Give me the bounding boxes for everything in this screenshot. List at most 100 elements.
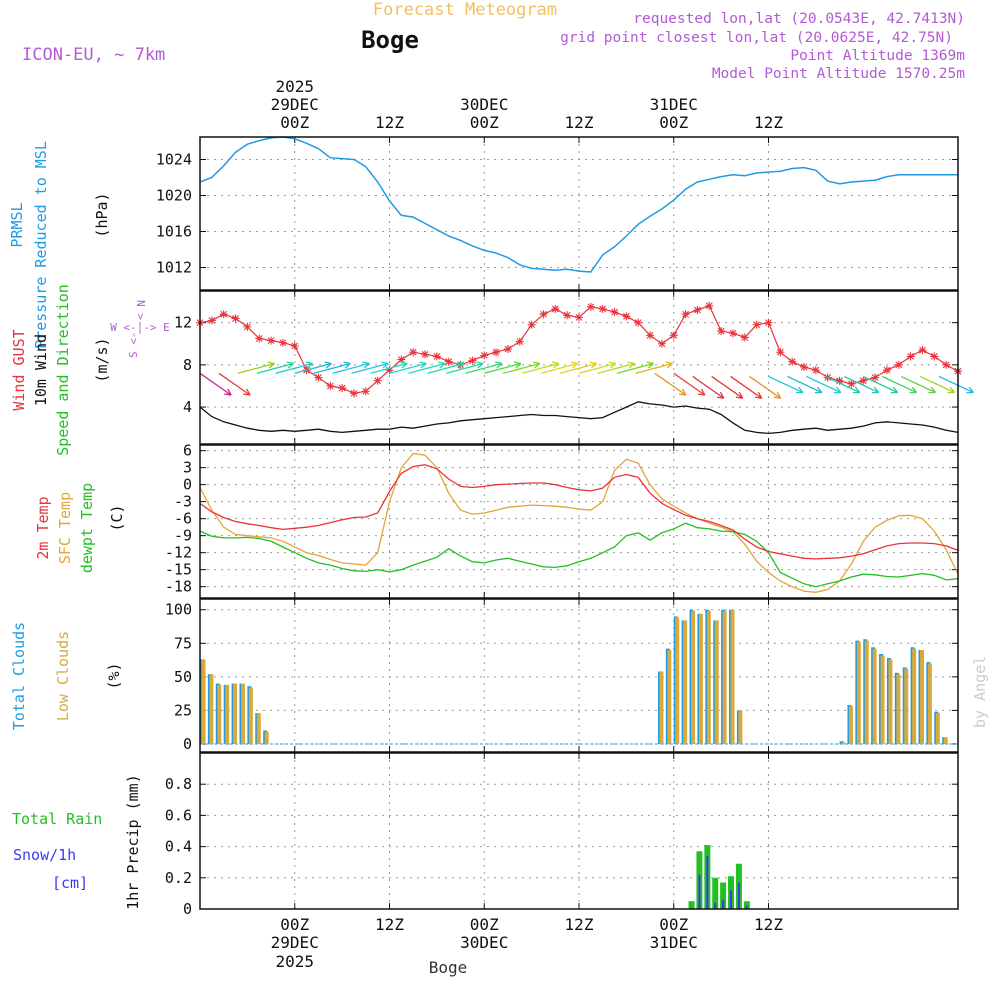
- rain-bar: [743, 901, 750, 909]
- model-altitude: Model Point Altitude 1570.25m: [712, 66, 965, 82]
- chart-title: Forecast Meteogram: [373, 0, 557, 20]
- wind-gust-marker: [515, 337, 524, 346]
- bottom-time-label: 00Z: [659, 915, 688, 934]
- wind-arrow-head: [646, 361, 655, 369]
- low-cloud-bar: [872, 648, 877, 744]
- wind-unit: (m/s): [93, 337, 111, 382]
- low-cloud-bar: [256, 713, 261, 744]
- wind-direction-arrow: [635, 362, 673, 374]
- wind-direction-arrow: [389, 362, 427, 374]
- snow-bar: [698, 874, 701, 909]
- wind-arrow-head: [438, 361, 446, 369]
- wind-gust-marker: [338, 384, 347, 393]
- top-time-label: 00Z: [280, 113, 309, 132]
- pressure-panel-frame: [199, 136, 959, 291]
- pressure-ylabel-desc: Pressure Reduced to MSL: [32, 141, 50, 349]
- low-cloud-bar: [738, 710, 743, 744]
- wind-gust-marker: [717, 327, 726, 336]
- wind-arrow-head: [814, 386, 823, 394]
- wind-arrow-head: [267, 361, 276, 369]
- wind-gust-marker: [409, 348, 418, 357]
- low-cloud-bar: [864, 640, 869, 744]
- pressure-y-tick-label: 1020: [156, 187, 192, 205]
- wind-gust-marker: [728, 329, 737, 338]
- wind-arrow-head: [381, 361, 389, 369]
- wind-compass-n: N >-: [134, 300, 147, 327]
- wind-gust-marker: [503, 345, 512, 354]
- wind-gust-marker: [563, 311, 572, 320]
- wind-arrow-head: [716, 391, 725, 399]
- wind-y-tick-label: 12: [174, 314, 192, 332]
- temp-y-tick-label: 3: [183, 459, 192, 477]
- wind-gust-marker: [681, 310, 690, 319]
- clouds-panel-frame: [199, 598, 959, 753]
- wind-gust-marker: [575, 313, 583, 322]
- top-time-label: 00Z: [470, 113, 499, 132]
- wind-gust-marker: [207, 316, 216, 325]
- wind-gust-marker: [432, 352, 441, 361]
- wind-gust-marker: [918, 346, 927, 355]
- low-cloud-bar: [225, 684, 230, 744]
- wind-gust-marker: [349, 389, 358, 398]
- pressure-y-tick-label: 1024: [156, 151, 192, 169]
- low-cloud-bar: [912, 648, 917, 744]
- precip-ylabel-group: 1hr Precip (mm): [124, 774, 142, 909]
- wind-gust-marker: [551, 304, 560, 313]
- wind-arrow-head: [243, 388, 251, 396]
- wind-gust-marker: [598, 304, 607, 313]
- wind-gust-marker: [243, 322, 252, 331]
- pressure-ylabel-group: PRMSL Pressure Reduced to MSL: [8, 141, 50, 349]
- wind-gust-marker: [492, 348, 501, 357]
- precip-y-tick-label: 0.4: [165, 838, 192, 856]
- wind-compass-n-group: N >-: [134, 300, 147, 327]
- temp-unit: (C): [108, 504, 126, 531]
- precip-y-tick-label: 0.8: [165, 775, 192, 793]
- wind-gust-marker: [539, 310, 548, 319]
- wind-direction-arrow: [540, 362, 578, 374]
- wind-gust-marker: [646, 331, 655, 340]
- precip-ylabel: 1hr Precip (mm): [124, 774, 142, 909]
- low-cloud-bar: [888, 659, 893, 744]
- low-cloud-bar: [240, 683, 245, 744]
- clouds-y-tick-label: 75: [174, 634, 192, 652]
- clouds-ylabel-group: Total Clouds Low Clouds: [10, 622, 72, 730]
- wind-gust-marker: [267, 336, 276, 345]
- wind-ylabel-10m: 10m Wind: [32, 334, 50, 406]
- bottom-year-label: 2025: [275, 952, 314, 971]
- wind-gust-marker: [468, 356, 477, 365]
- wind-gust-marker: [705, 301, 714, 310]
- wind-gust-marker: [657, 339, 666, 348]
- temp-y-tick-label: -12: [165, 544, 192, 562]
- wind-direction-arrow: [597, 362, 635, 374]
- low-cloud-bar: [896, 674, 901, 744]
- low-cloud-bar: [730, 609, 735, 744]
- wind-gust-marker: [421, 350, 430, 359]
- wind-arrow-head: [305, 361, 313, 369]
- temperature-panel-frame: [199, 444, 959, 599]
- wind-direction-arrow: [578, 362, 616, 374]
- low-cloud-bar: [264, 731, 269, 744]
- low-cloud-bar: [848, 706, 853, 744]
- temp-y-tick-label: -9: [174, 527, 192, 545]
- temp-unit-group: (C): [108, 504, 126, 531]
- wind-gust-marker: [871, 373, 880, 382]
- wind-arrow-head: [966, 386, 974, 394]
- wind-arrow-head: [795, 386, 804, 394]
- low-cloud-bar: [722, 611, 727, 744]
- wind-y-tick-label: 8: [183, 356, 192, 374]
- wind-direction-arrow: [692, 375, 725, 399]
- wind-gust-marker: [622, 312, 631, 321]
- wind-gust-marker: [634, 318, 643, 327]
- snow-bar: [714, 902, 717, 909]
- wind-direction-arrow: [256, 362, 294, 374]
- t2m-line: [199, 464, 959, 560]
- precip-legend-snow: Snow/1h: [13, 846, 76, 864]
- wind-arrow-head: [890, 386, 899, 394]
- wind-gust-marker: [361, 387, 370, 396]
- low-cloud-bar: [201, 659, 206, 744]
- wind-arrow-head: [495, 361, 503, 369]
- wind-panel-frame: [199, 290, 959, 445]
- clouds-ylabel-low: Low Clouds: [54, 631, 72, 721]
- bottom-time-label: 12Z: [375, 915, 404, 934]
- wind-speed-line: [199, 401, 959, 435]
